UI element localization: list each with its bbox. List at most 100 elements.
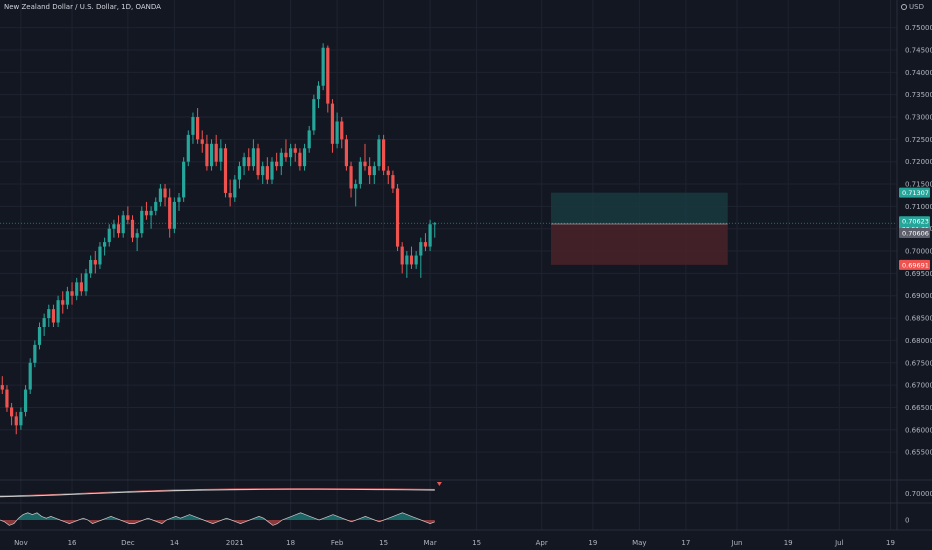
y-tick-label: 0.74500 — [905, 46, 932, 54]
candle-body — [126, 215, 130, 220]
candle-body — [279, 152, 283, 167]
candle-body — [121, 215, 125, 234]
candle-body — [349, 166, 353, 189]
candle-body — [242, 157, 246, 167]
oscillator-line — [0, 512, 435, 526]
candle-body — [423, 242, 428, 247]
price-axis[interactable]: 0.75000 0.74500 0.74000 0.73500 0.73000 0.725… — [905, 24, 932, 456]
candle-body — [247, 157, 251, 167]
candle-body — [372, 166, 376, 176]
candle-body — [75, 282, 79, 296]
candle-body — [65, 291, 69, 305]
x-tick-label: Jun — [731, 539, 743, 547]
candle-body — [0, 385, 4, 390]
candle-body — [298, 152, 302, 167]
candle-body — [144, 210, 149, 216]
candle-body — [265, 166, 269, 180]
candle-body — [289, 148, 293, 158]
candlestick-series — [0, 43, 437, 435]
candle-body — [209, 143, 214, 167]
symbol-title[interactable]: New Zealand Dollar / U.S. Dollar, 1D, OA… — [4, 3, 161, 11]
candle-body — [89, 259, 93, 274]
candle-body — [23, 389, 28, 412]
candle-body — [395, 188, 400, 247]
y-tick-label: 0.67500 — [905, 359, 932, 367]
y-tick-label: 0.70000 — [905, 248, 932, 256]
ma-line-signal — [0, 488, 435, 497]
candle-body — [293, 148, 297, 153]
candle-body — [130, 219, 135, 238]
candle-body — [200, 139, 204, 144]
candle-body — [382, 139, 386, 171]
oscillator-positive — [0, 512, 435, 520]
x-tick-label: 19 — [588, 539, 597, 547]
candle-body — [419, 242, 423, 256]
candle-body — [354, 184, 358, 189]
candle-body — [56, 300, 60, 323]
currency-label: USD — [909, 3, 924, 11]
candle-body — [182, 161, 186, 198]
y-tick-label: 0.74000 — [905, 69, 932, 77]
candle-body — [405, 255, 409, 265]
y-tick-label: 0.71000 — [905, 203, 932, 211]
candle-body — [47, 309, 51, 319]
candle-body — [335, 121, 339, 144]
candle-body — [368, 166, 372, 176]
y-tick-label: 0.73500 — [905, 91, 932, 99]
candle-body — [10, 407, 14, 417]
candle-body — [163, 188, 167, 198]
y-tick-label: 0.68500 — [905, 315, 932, 323]
candle-body — [330, 103, 335, 144]
candle-body — [172, 201, 176, 229]
candle-body — [233, 179, 237, 198]
candle-body — [196, 117, 200, 140]
candle-body — [228, 192, 232, 198]
candle-body — [168, 197, 172, 229]
loss-zone — [551, 223, 728, 265]
x-tick-label: Dec — [121, 539, 135, 547]
y-tick-label: 0.67000 — [905, 382, 932, 390]
grid-lines — [0, 0, 932, 531]
stop-price-label: 0.69691 — [902, 261, 929, 269]
candle-body — [112, 224, 116, 229]
time-axis[interactable]: Nov 16 Dec 14 2021 18 Feb 15 Mar 15 Apr 19 May 17 Jun 1… — [14, 539, 895, 547]
x-tick-label: 18 — [286, 539, 295, 547]
oscillator-negative — [0, 520, 435, 526]
candle-body — [158, 188, 162, 202]
candle-body — [358, 161, 362, 185]
ma-line — [0, 488, 435, 498]
x-tick-label: Nov — [14, 539, 28, 547]
entry-price-label-bg — [899, 227, 930, 238]
candle-body — [154, 201, 158, 211]
x-tick-label: 2021 — [226, 539, 244, 547]
x-tick-label: 15 — [472, 539, 481, 547]
candle-body — [107, 228, 111, 243]
stop-price-label-bg — [899, 259, 930, 270]
candle-body — [237, 166, 242, 180]
candle-body — [135, 233, 139, 238]
candle-body — [5, 389, 9, 408]
candle-body — [307, 130, 311, 149]
indicator-pane-ma: 0.70000 — [0, 482, 932, 498]
x-tick-label: 17 — [681, 539, 690, 547]
y-tick-label: 0.72000 — [905, 158, 932, 166]
y-tick-label: 0.65500 — [905, 449, 932, 457]
y-tick-label: 0.69000 — [905, 292, 932, 300]
y-tick-label: 0.69500 — [905, 270, 932, 278]
candle-body — [51, 309, 56, 323]
x-tick-label: 19 — [886, 539, 895, 547]
candle-body — [428, 224, 432, 247]
candle-body — [270, 161, 274, 180]
currency-selector[interactable]: USD — [901, 3, 924, 11]
candle-body — [275, 161, 279, 167]
candle-body — [251, 148, 255, 167]
candle-body — [256, 148, 260, 176]
candle-body — [37, 327, 42, 345]
y-tick-label: 0.68000 — [905, 337, 932, 345]
candle-body — [205, 143, 209, 167]
target-price-label: 0.71307 — [902, 189, 929, 197]
indicator1-tick: 0.70000 — [905, 490, 932, 498]
entry-price-label: 0.70606 — [902, 229, 929, 237]
